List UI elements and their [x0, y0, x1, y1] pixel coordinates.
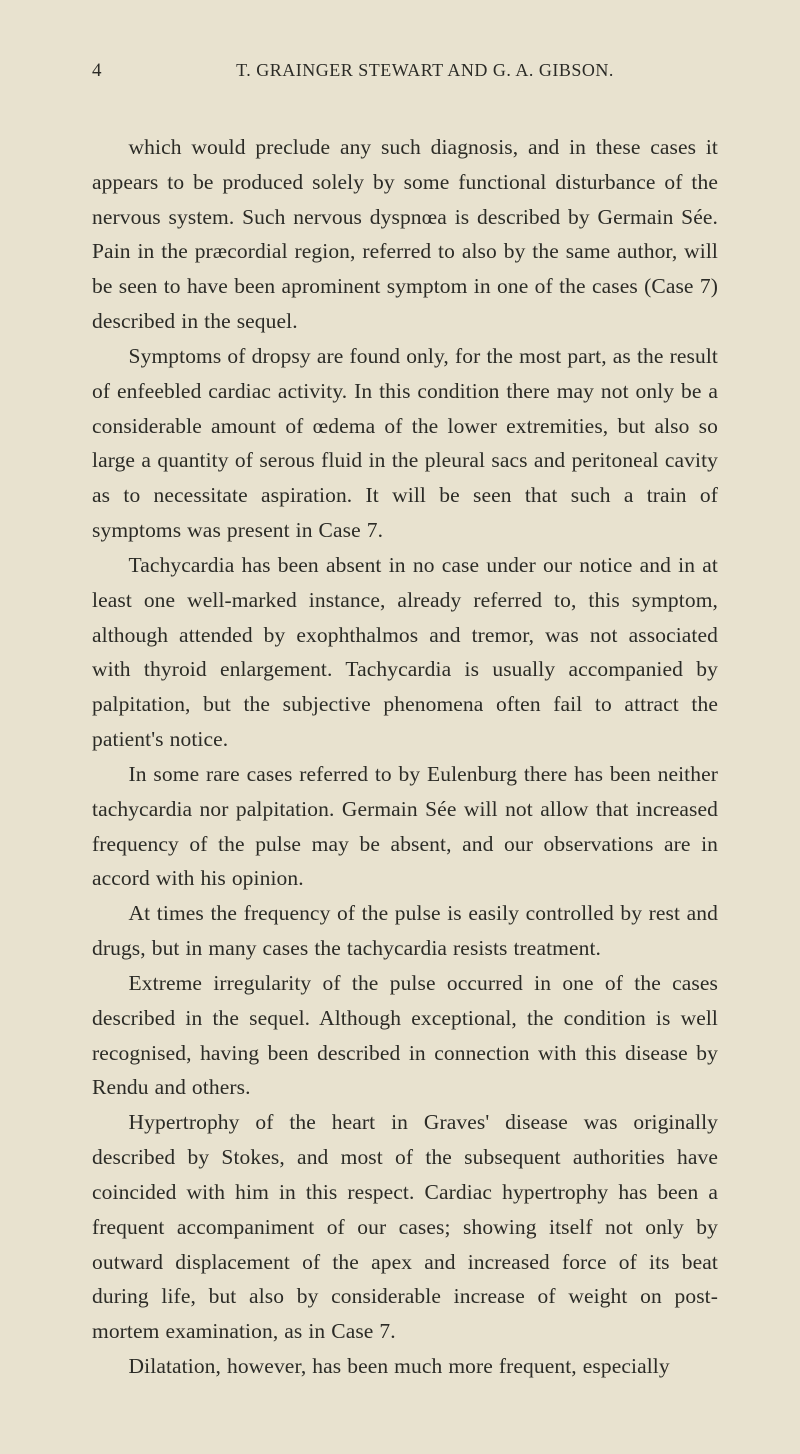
paragraph: Hypertrophy of the heart in Graves' dise… [92, 1105, 718, 1349]
body-text: which would preclude any such diagnosis,… [92, 130, 718, 1384]
paragraph: which would preclude any such diagnosis,… [92, 130, 718, 339]
paragraph: Tachycardia has been absent in no case u… [92, 548, 718, 757]
page-header: 4 T. GRAINGER STEWART AND G. A. GIBSON. [92, 60, 718, 82]
page-number: 4 [92, 60, 132, 82]
paragraph: Extreme irregularity of the pulse occurr… [92, 966, 718, 1105]
paragraph: In some rare cases referred to by Eulenb… [92, 757, 718, 896]
running-head: T. GRAINGER STEWART AND G. A. GIBSON. [132, 60, 718, 81]
page-container: 4 T. GRAINGER STEWART AND G. A. GIBSON. … [0, 0, 800, 1454]
paragraph: At times the frequency of the pulse is e… [92, 896, 718, 966]
paragraph: Symptoms of dropsy are found only, for t… [92, 339, 718, 548]
paragraph: Dilatation, however, has been much more … [92, 1349, 718, 1384]
